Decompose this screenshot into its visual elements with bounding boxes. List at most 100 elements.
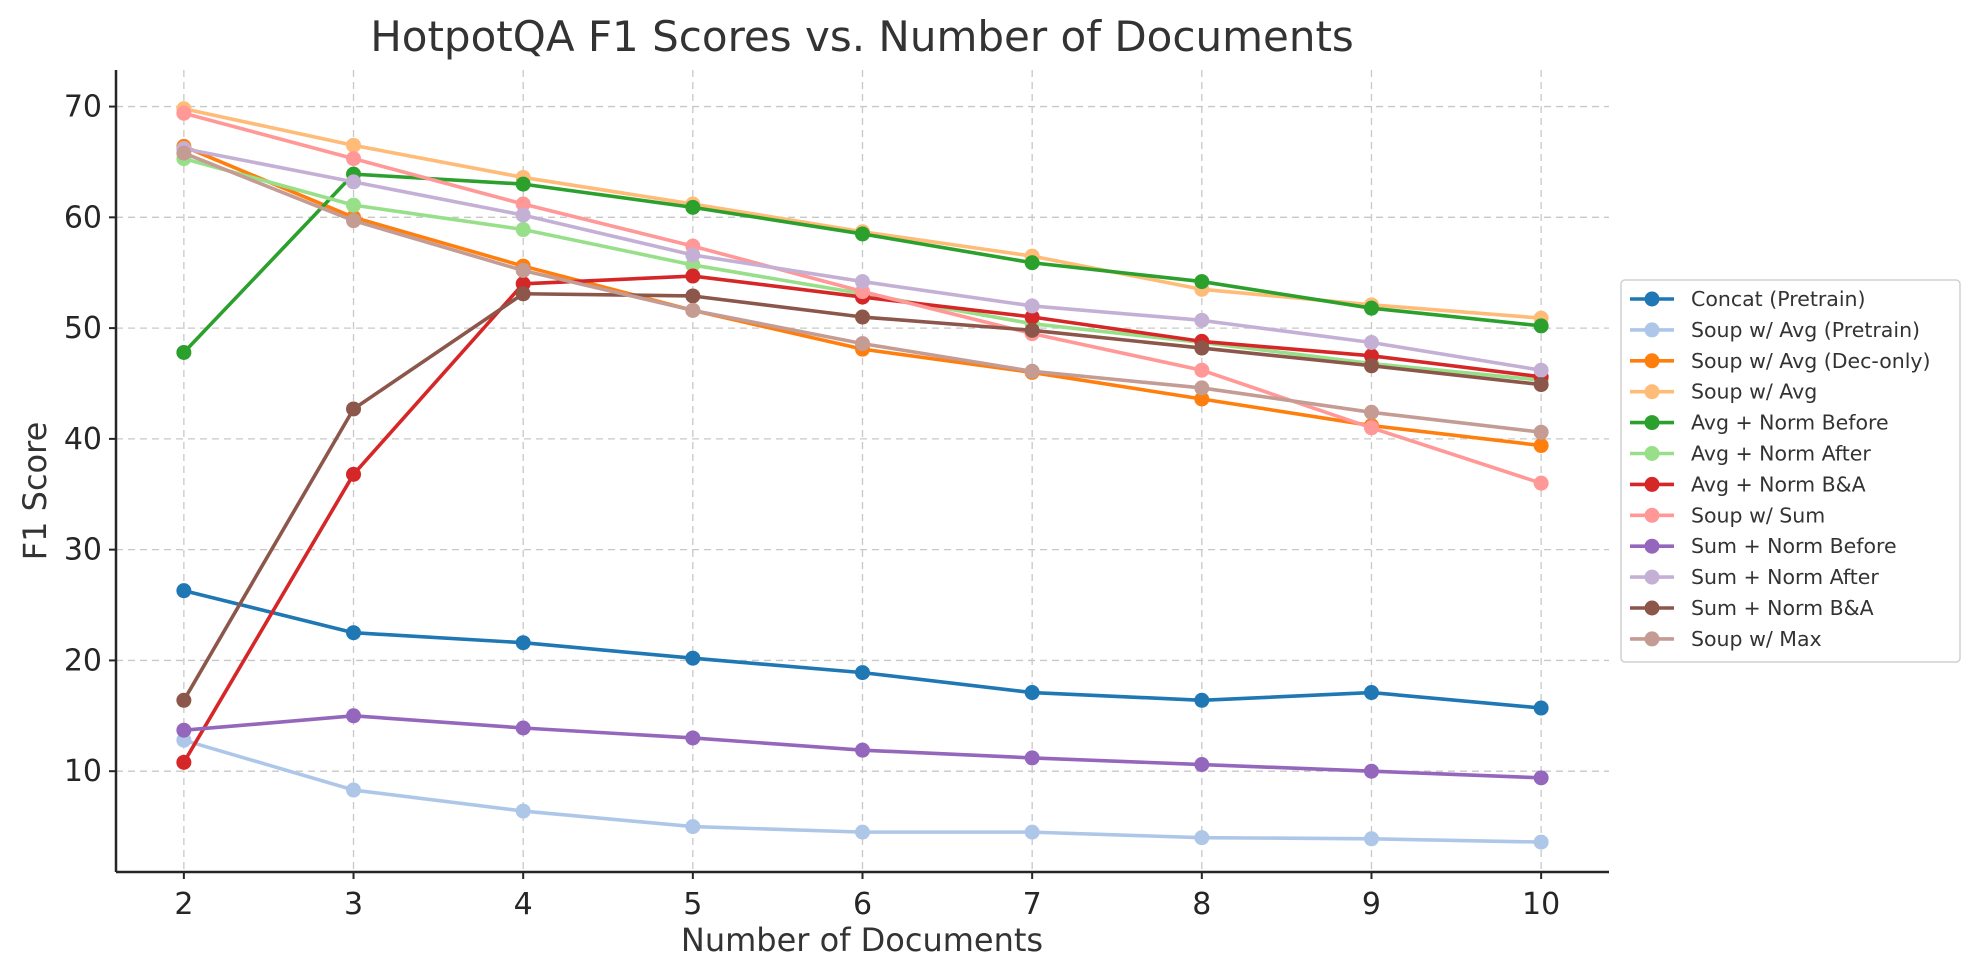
data-point [855,742,870,758]
data-point [176,583,192,599]
data-point [1533,377,1549,393]
data-point [1533,475,1549,491]
data-point [346,197,362,213]
y-tick-label: 30 [64,533,102,568]
data-point [1363,685,1379,701]
chart-title: HotpotQA F1 Scores vs. Number of Documen… [370,12,1354,61]
data-point [176,105,192,121]
data-point [685,288,701,304]
data-point [515,720,531,736]
y-tick-label: 70 [64,90,102,125]
data-point [1194,692,1210,708]
tick-labels: 2 3 4 5 6 7 8 9 10 10 20 30 40 50 60 70 [64,90,1560,922]
legend-swatch-marker [1644,600,1660,616]
data-point [515,635,531,651]
data-point [176,754,192,770]
series-9 [176,708,1549,786]
x-axis-label: Number of Documents [681,921,1043,959]
legend-label: Soup w/ Avg (Pretrain) [1691,318,1920,342]
data-point [346,466,362,482]
data-point [1533,424,1549,440]
legend-label: Soup w/ Sum [1691,503,1825,527]
data-point [176,344,192,360]
data-point [1533,362,1549,378]
y-tick-label: 60 [64,200,102,235]
data-point [346,174,362,190]
legend-label: Avg + Norm Before [1691,411,1889,435]
data-point [1363,831,1379,847]
data-point [515,803,531,819]
legend-label: Sum + Norm B&A [1691,596,1874,620]
x-tick-label: 3 [344,887,363,922]
data-point [1533,318,1549,334]
data-point [1024,298,1040,314]
data-point [1194,312,1210,328]
data-point [1363,358,1379,374]
data-point [176,145,192,161]
data-point [855,226,870,242]
data-point [1194,391,1210,407]
legend-item: Avg + Norm After [1630,442,1871,466]
data-point [1194,757,1210,773]
data-point [1024,824,1040,840]
data-point [1533,770,1549,786]
legend-item: Soup w/ Avg (Pretrain) [1630,318,1920,342]
series-1 [176,583,1549,716]
data-point [855,274,870,290]
data-point [1194,380,1210,396]
data-point [1024,685,1040,701]
y-tick-label: 50 [64,311,102,346]
data-point [1363,404,1379,420]
data-point [855,336,870,352]
legend-swatch-marker [1644,507,1660,523]
data-point [515,222,531,238]
legend-swatch-marker [1644,476,1660,492]
data-point [1194,274,1210,290]
data-point [515,176,531,192]
data-point [346,213,362,229]
axes [109,70,1609,879]
legend-swatch-marker [1644,384,1660,400]
data-point [346,401,362,417]
legend-label: Avg + Norm B&A [1691,472,1866,496]
legend-label: Sum + Norm Before [1691,534,1897,558]
legend-label: Soup w/ Avg [1691,380,1817,404]
legend: Concat (Pretrain) Soup w/ Avg (Pretrain) S… [1620,279,1961,663]
legend-swatch-marker [1644,415,1660,431]
x-tick-label: 2 [174,887,193,922]
legend-swatch-marker [1644,446,1660,461]
legend-item: Soup w/ Avg [1630,380,1817,404]
series-12 [176,145,1549,440]
data-point [515,263,531,278]
data-point [515,207,531,223]
data-point [685,302,701,318]
data-point [346,137,362,153]
data-point [346,625,362,641]
y-tick-label: 20 [64,643,102,678]
y-tick-label: 40 [64,422,102,457]
x-tick-label: 5 [683,887,702,922]
data-point [855,665,870,681]
series-11 [176,286,1549,708]
series-8 [176,105,1549,491]
legend-swatch-marker [1644,291,1660,307]
data-point [176,722,192,738]
data-point [515,286,531,302]
data-point [1533,834,1549,850]
legend-item: Sum + Norm Before [1630,534,1897,558]
data-point [1024,750,1040,766]
legend-item: Avg + Norm B&A [1630,472,1866,496]
y-tick-label: 10 [64,754,102,789]
legend-swatch-marker [1644,353,1660,369]
data-point [346,708,362,724]
legend-frame [1620,279,1961,663]
data-point [1363,335,1379,351]
data-point [685,650,701,666]
legend-label: Soup w/ Avg (Dec-only) [1691,349,1931,373]
legend-item: Sum + Norm After [1630,565,1879,589]
data-point [1194,362,1210,378]
data-point [855,824,870,840]
legend-item: Avg + Norm Before [1630,411,1889,435]
legend-item: Soup w/ Avg (Dec-only) [1630,349,1931,373]
data-point [1533,438,1549,454]
